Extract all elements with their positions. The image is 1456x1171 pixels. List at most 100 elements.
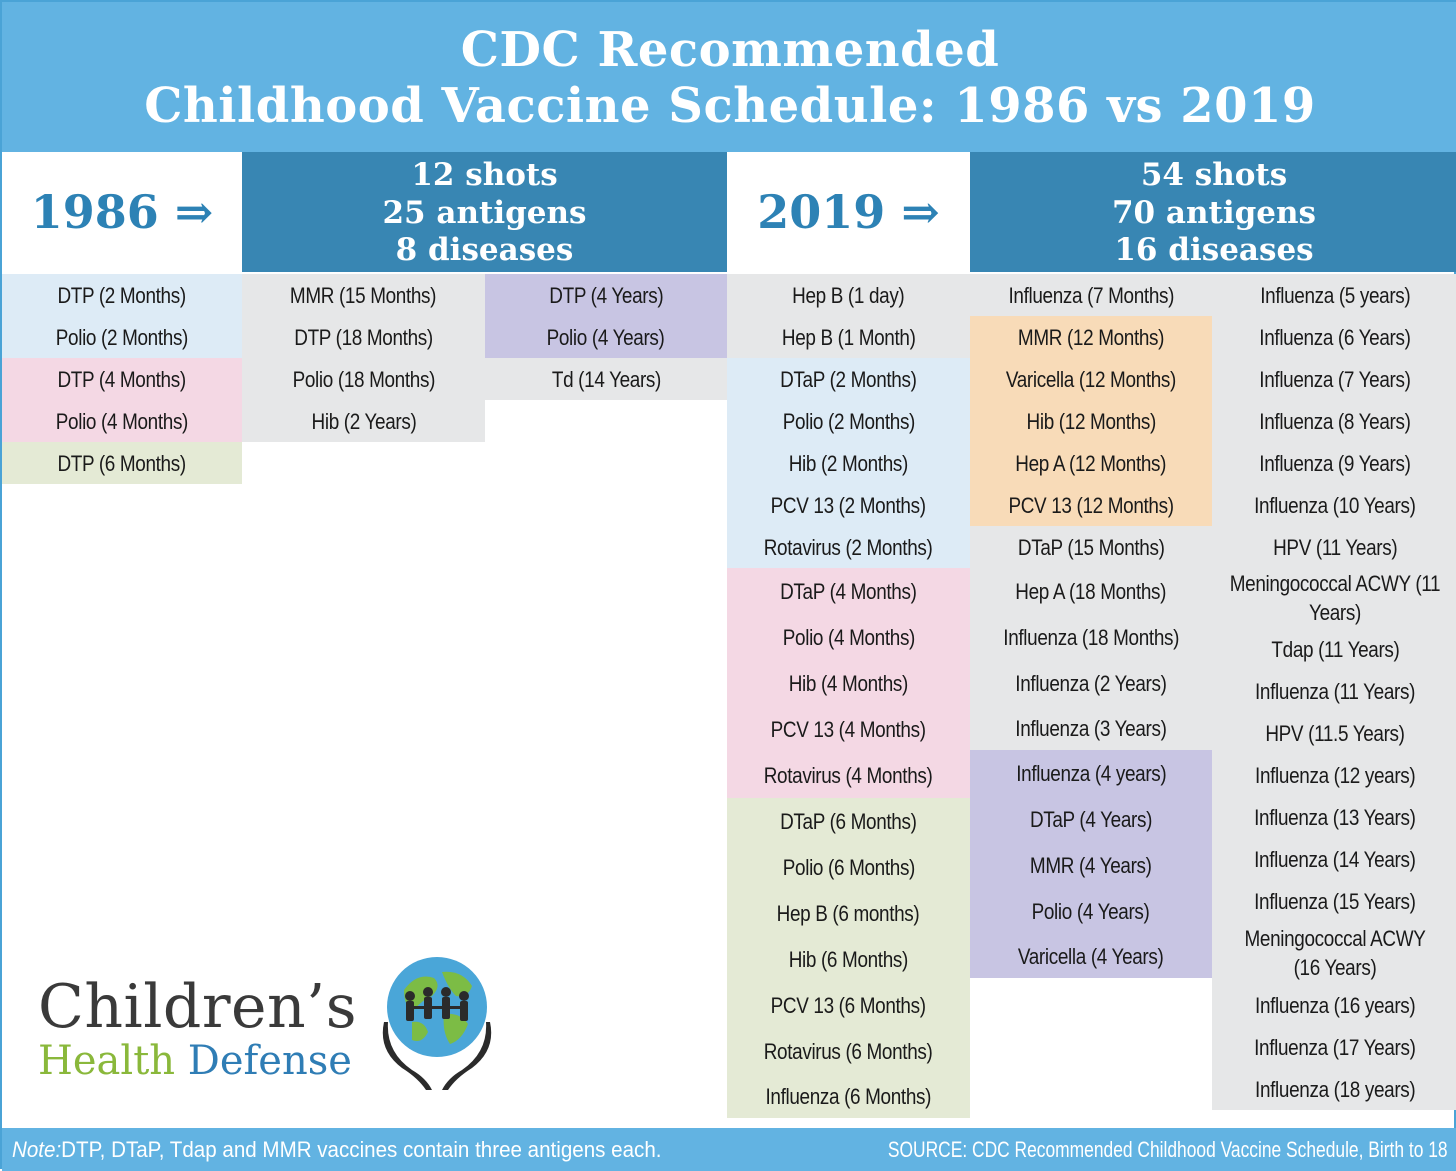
vaccine-label: Influenza (10 Years) — [1254, 492, 1416, 518]
schedule-1986-column-1: DTP (2 Months) Polio (2 Months) DTP (4 Mon… — [2, 274, 242, 484]
vaccine-label: Td (14 Years) — [551, 366, 661, 392]
vaccine-cell: Polio (4 Years) — [485, 316, 727, 358]
stats-2019-diseases: 16 diseases — [1114, 232, 1314, 268]
vaccine-label: Influenza (13 Years) — [1254, 804, 1416, 830]
vaccine-cell: Polio (18 Months) — [242, 358, 485, 400]
vaccine-label: Influenza (18 years) — [1254, 1076, 1416, 1102]
vaccine-label: DTP (4 Years) — [548, 282, 664, 308]
vaccine-cell: DTaP (4 Months) — [727, 568, 970, 614]
vaccine-label: Tdap (11 Years) — [1270, 636, 1400, 662]
vaccine-label: DTP (18 Months) — [294, 324, 433, 350]
vaccine-cell: Tdap (11 Years) — [1212, 628, 1456, 670]
vaccine-cell: Influenza (7 Years) — [1212, 358, 1456, 400]
vaccine-label: Influenza (12 years) — [1254, 762, 1416, 788]
vaccine-label: Varicella (4 Years) — [1018, 943, 1164, 969]
vaccine-cell: Rotavirus (2 Months) — [727, 526, 970, 568]
vaccine-cell: Polio (2 Months) — [2, 316, 242, 358]
logo-line-health-defense: Health Defense — [38, 1038, 352, 1084]
vaccine-cell: Influenza (6 Months) — [727, 1074, 970, 1118]
vaccine-cell: Influenza (3 Years) — [970, 706, 1212, 750]
vaccine-cell: Influenza (6 Years) — [1212, 316, 1456, 358]
vaccine-cell: DTP (2 Months) — [2, 274, 242, 316]
vaccine-label: PCV 13 (12 Months) — [1008, 492, 1174, 518]
vaccine-cell: Influenza (14 Years) — [1212, 838, 1456, 880]
vaccine-cell: Influenza (16 years) — [1212, 984, 1456, 1026]
vaccine-cell: Meningococcal ACWY (11 Years) — [1212, 568, 1456, 628]
vaccine-cell: HPV (11.5 Years) — [1212, 712, 1456, 754]
vaccine-cell: Polio (4 Months) — [727, 614, 970, 660]
vaccine-label: DTaP (15 Months) — [1017, 534, 1165, 560]
vaccine-cell: Varicella (4 Years) — [970, 934, 1212, 978]
vaccine-label: PCV 13 (2 Months) — [770, 492, 927, 518]
vaccine-label: Polio (2 Months) — [782, 408, 915, 434]
vaccine-cell: Influenza (5 years) — [1212, 274, 1456, 316]
logo-word-health: Health — [38, 1038, 176, 1084]
vaccine-cell: PCV 13 (2 Months) — [727, 484, 970, 526]
vaccine-label: DTaP (4 Months) — [780, 578, 917, 604]
globe-hands-icon — [382, 957, 492, 1090]
vaccine-label: DTP (4 Months) — [57, 366, 187, 392]
vaccine-label: Hib (2 Years) — [311, 408, 416, 434]
vaccine-cell: Influenza (2 Years) — [970, 660, 1212, 706]
title-line-1: CDC Recommended — [460, 22, 1000, 78]
vaccine-cell: Polio (4 Months) — [2, 400, 242, 442]
vaccine-cell: Influenza (18 Months) — [970, 614, 1212, 660]
vaccine-label: Influenza (7 Years) — [1259, 366, 1411, 392]
vaccine-cell: Hib (2 Months) — [727, 442, 970, 484]
schedule-1986-column-2: MMR (15 Months) DTP (18 Months) Polio (18 … — [242, 274, 485, 442]
vaccine-cell: Influenza (7 Months) — [970, 274, 1212, 316]
vaccine-label: Influenza (5 years) — [1259, 282, 1411, 308]
vaccine-label: DTaP (2 Months) — [780, 366, 917, 392]
vaccine-label: Influenza (3 Years) — [1015, 715, 1167, 741]
vaccine-cell: MMR (4 Years) — [970, 842, 1212, 888]
vaccine-cell: DTaP (4 Years) — [970, 796, 1212, 842]
vaccine-cell: Rotavirus (6 Months) — [727, 1028, 970, 1074]
vaccine-label: Varicella (12 Months) — [1005, 366, 1177, 392]
vaccine-label: Influenza (18 Months) — [1003, 624, 1179, 650]
vaccine-label: PCV 13 (4 Months) — [770, 716, 927, 742]
stats-1986-shots: 12 shots — [411, 157, 558, 193]
vaccine-label: DTaP (6 Months) — [780, 808, 917, 834]
year-1986-label: 1986 ⇒ — [2, 152, 242, 272]
stats-1986-diseases: 8 diseases — [395, 232, 574, 268]
vaccine-label: Hep B (6 months) — [777, 900, 920, 926]
vaccine-cell: DTaP (6 Months) — [727, 798, 970, 844]
vaccine-label: MMR (15 Months) — [290, 282, 437, 308]
vaccine-cell: Influenza (15 Years) — [1212, 880, 1456, 922]
vaccine-label: Hep B (1 day) — [792, 282, 905, 308]
vaccine-label: Influenza (8 Years) — [1259, 408, 1411, 434]
stats-2019-antigens: 70 antigens — [1111, 194, 1317, 231]
vaccine-label: Hib (2 Months) — [788, 450, 909, 476]
footer-source: SOURCE: CDC Recommended Childhood Vaccin… — [888, 1136, 1448, 1162]
vaccine-label: HPV (11.5 Years) — [1265, 720, 1405, 746]
footer-note-label: Note: — [12, 1136, 62, 1162]
title-line-2: Childhood Vaccine Schedule: 1986 vs 2019 — [144, 78, 1316, 134]
vaccine-label: DTP (6 Months) — [57, 450, 187, 476]
footer-note-text: DTP, DTaP, Tdap and MMR vaccines contain… — [61, 1136, 662, 1162]
stats-1986: 12 shots 25 antigens 8 diseases — [242, 152, 727, 272]
stats-2019: 54 shots 70 antigens 16 diseases — [970, 152, 1456, 272]
vaccine-label: Meningococcal ACWY (16 Years) — [1244, 926, 1426, 980]
vaccine-label: Polio (4 Years) — [1032, 898, 1150, 924]
vaccine-cell: Influenza (9 Years) — [1212, 442, 1456, 484]
vaccine-cell: Hib (4 Months) — [727, 660, 970, 706]
vaccine-cell: Rotavirus (4 Months) — [727, 752, 970, 798]
vaccine-cell: HPV (11 Years) — [1212, 526, 1456, 568]
vaccine-cell: Polio (6 Months) — [727, 844, 970, 890]
vaccine-label: Influenza (6 Years) — [1259, 324, 1411, 350]
footer-note: Note: DTP, DTaP, Tdap and MMR vaccines c… — [12, 1137, 661, 1163]
vaccine-label: HPV (11 Years) — [1272, 534, 1398, 560]
vaccine-cell: PCV 13 (12 Months) — [970, 484, 1212, 526]
vaccine-label: Hib (4 Months) — [788, 670, 909, 696]
vaccine-label: Meningococcal ACWY (11 Years) — [1229, 571, 1441, 625]
vaccine-label: Influenza (15 Years) — [1254, 888, 1416, 914]
vaccine-label: Influenza (4 years) — [1015, 760, 1167, 786]
vaccine-label: Influenza (16 years) — [1254, 992, 1416, 1018]
vaccine-label: DTP (2 Months) — [57, 282, 187, 308]
vaccine-cell: MMR (12 Months) — [970, 316, 1212, 358]
title-band: CDC Recommended Childhood Vaccine Schedu… — [2, 2, 1456, 152]
vaccine-cell: DTaP (2 Months) — [727, 358, 970, 400]
vaccine-label: Influenza (17 Years) — [1254, 1034, 1416, 1060]
vaccine-label: Rotavirus (2 Months) — [764, 534, 933, 560]
